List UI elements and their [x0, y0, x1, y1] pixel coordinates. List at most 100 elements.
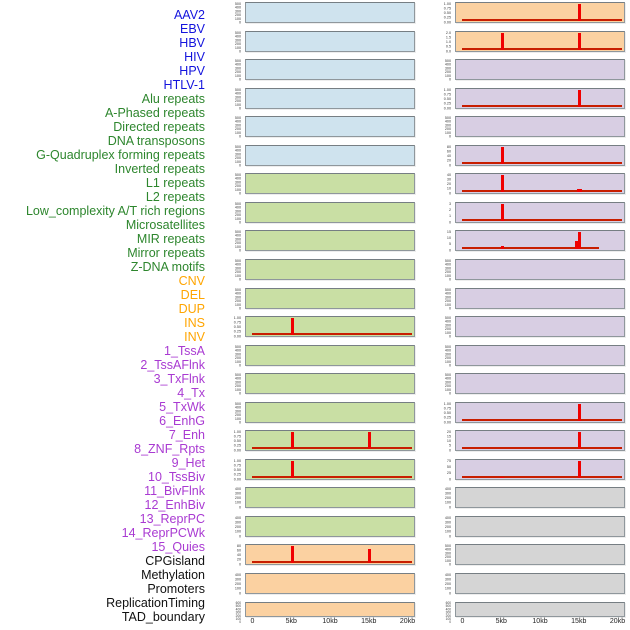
y-tick-label: 0.50: [233, 438, 241, 444]
y-tick-label: 400: [444, 291, 451, 296]
y-tick-label: 200: [444, 298, 451, 304]
y-tick-label: 15: [446, 229, 451, 234]
y-tick-label: 400: [234, 486, 241, 491]
y-axis-ticks: 500 400 300 200 100 0: [203, 59, 241, 81]
y-axis-ticks: 600 500 400 300 200 100 0: [203, 602, 241, 625]
track-label: 7_Enh: [168, 428, 205, 442]
track-label: 15_Quies: [151, 540, 205, 554]
y-tick-label: 0: [238, 277, 241, 282]
signal-baseline: [462, 476, 622, 478]
y-tick-label: 100: [444, 73, 451, 78]
track-label: 11_BivFlnk: [144, 484, 205, 498]
y-tick-label: 500: [234, 344, 241, 349]
y-tick-label: 0: [449, 620, 451, 625]
y-tick-label: 10: [446, 186, 451, 191]
track-label: INV: [184, 330, 205, 344]
track-plot: [455, 59, 625, 80]
y-tick-label: 10: [446, 438, 451, 444]
y-tick-label: 400: [444, 319, 451, 324]
y-tick-label: 100: [234, 216, 241, 221]
signal-spike: [290, 318, 294, 335]
y-tick-label: 0: [238, 248, 241, 253]
y-tick-label: 200: [234, 126, 241, 132]
signal-spike: [578, 4, 582, 21]
y-tick-label: 80: [236, 543, 241, 548]
x-tick-label: 10kb: [322, 618, 338, 625]
signal-baseline: [462, 447, 622, 449]
y-tick-label: 400: [444, 348, 451, 353]
track-plot: [455, 316, 625, 337]
y-tick-label: 1.00: [233, 315, 241, 320]
y-tick-label: 100: [234, 500, 241, 505]
track-plot: [245, 459, 415, 480]
signal-spike: [577, 189, 583, 192]
y-tick-label: 100: [445, 617, 451, 622]
y-tick-label: 200: [235, 614, 241, 618]
y-tick-label: 75: [446, 458, 451, 463]
x-tick-label: 5kb: [495, 618, 507, 625]
y-tick-label: 0: [238, 306, 241, 311]
y-tick-label: 300: [234, 151, 241, 157]
signal-spike: [578, 90, 582, 107]
y-tick-label: 200: [234, 412, 241, 418]
track-label: DEL: [180, 288, 205, 302]
track-label: Z-DNA motifs: [130, 260, 205, 274]
y-tick-label: 200: [444, 581, 451, 587]
track-label: 9_Het: [171, 456, 205, 470]
x-tick-label: 15kb: [361, 618, 377, 625]
y-tick-label: 400: [234, 205, 241, 210]
y-tick-label: 0: [238, 391, 241, 396]
y-tick-label: 200: [445, 614, 451, 618]
y-tick-label: 20: [446, 181, 451, 187]
track-label: L1 repeats: [145, 176, 205, 190]
y-tick-label: 400: [444, 119, 451, 124]
track-plot: [245, 59, 415, 80]
y-tick-label: 20: [446, 429, 451, 434]
signal-spike: [368, 549, 372, 563]
track-label: AAV2: [173, 8, 205, 22]
y-tick-label: 100: [444, 330, 451, 335]
y-tick-label: 100: [444, 586, 451, 591]
y-tick-label: 200: [234, 495, 241, 501]
y-tick-label: 200: [444, 126, 451, 132]
y-tick-label: 100: [234, 187, 241, 192]
x-tick-label: 0: [250, 618, 255, 625]
y-tick-label: 1.00: [443, 87, 451, 92]
y-tick-label: 0: [238, 77, 241, 82]
y-tick-label: 0: [448, 77, 451, 82]
track-plot: [455, 116, 625, 137]
y-tick-label: 1.00: [233, 458, 241, 463]
y-axis-ticks: 400 300 200 100 0: [203, 516, 241, 538]
track-plot: [455, 373, 625, 394]
y-tick-label: 1.00: [233, 429, 241, 434]
y-tick-label: 100: [234, 359, 241, 364]
y-tick-label: 200: [444, 69, 451, 75]
y-tick-label: 0: [238, 363, 241, 368]
y-tick-label: 300: [444, 379, 451, 385]
y-tick-label: 0.50: [443, 10, 451, 16]
y-tick-label: 500: [234, 115, 241, 120]
y-tick-label: 0: [448, 306, 451, 311]
y-tick-label: 400: [234, 91, 241, 96]
y-tick-label: 20: [236, 557, 241, 562]
y-tick-label: 500: [234, 87, 241, 92]
y-tick-label: 300: [234, 520, 241, 525]
y-axis-ticks: 500 400 300 200 100 0: [203, 345, 241, 367]
track-label: 10_TssBiv: [148, 470, 205, 484]
track-label: Directed repeats: [113, 120, 205, 134]
y-tick-label: 30: [446, 177, 451, 182]
y-tick-label: 100: [234, 73, 241, 78]
y-tick-label: 0: [448, 219, 451, 225]
y-tick-label: 100: [234, 529, 241, 534]
track-label: Mirror repeats: [127, 246, 205, 260]
y-tick-label: 200: [444, 355, 451, 361]
x-tick-label: 20kb: [399, 618, 416, 625]
y-tick-label: 0: [448, 334, 451, 339]
y-axis-ticks: 500 400 300 200 100 0: [203, 402, 241, 424]
y-tick-label: 60: [236, 548, 241, 553]
signal-spike: [290, 546, 294, 563]
track-plot: [455, 2, 625, 23]
track-label: L2 repeats: [145, 190, 205, 204]
track-plot: [245, 516, 415, 537]
y-tick-label: 0: [448, 391, 451, 396]
